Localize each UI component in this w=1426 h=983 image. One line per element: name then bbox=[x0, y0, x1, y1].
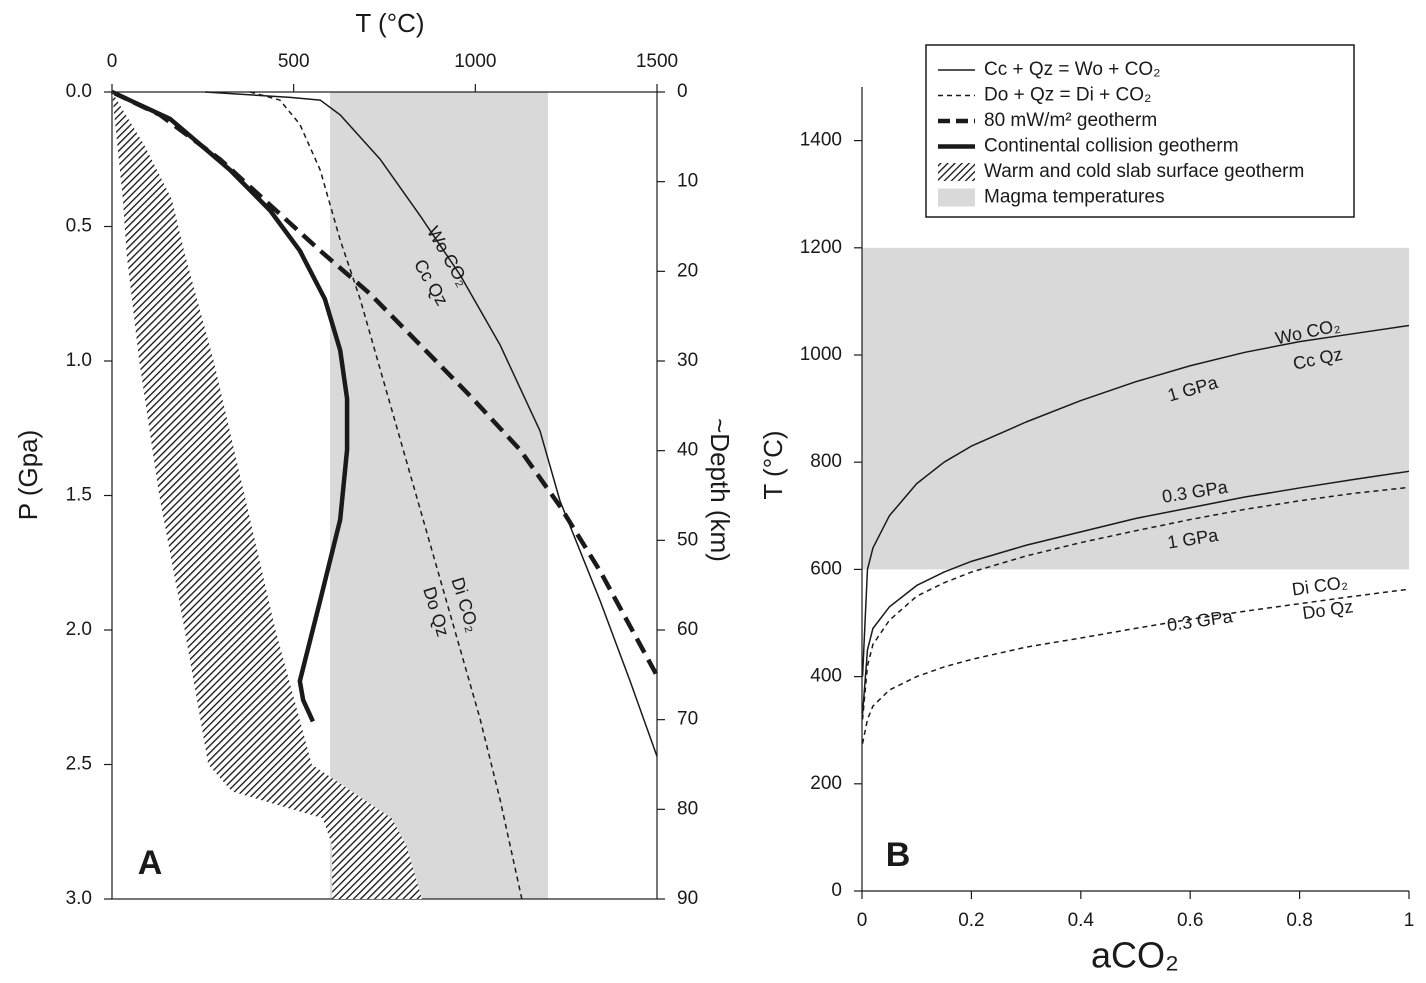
y-tick-label: 0 bbox=[831, 880, 842, 901]
slab-geotherm-band bbox=[112, 92, 422, 899]
y-tick-label: 1.5 bbox=[66, 485, 92, 506]
x-tick-label: 0 bbox=[107, 51, 118, 72]
y2-tick-label: 40 bbox=[677, 440, 698, 461]
y-tick-label: 600 bbox=[810, 558, 842, 579]
x-tick-label: 0.4 bbox=[1068, 910, 1095, 931]
series-line bbox=[204, 91, 658, 757]
y2-tick-label: 80 bbox=[677, 798, 698, 819]
panel-label: B bbox=[886, 836, 911, 874]
series-line bbox=[861, 486, 1410, 720]
legend-label: Cc + Qz = Wo + CO₂ bbox=[984, 59, 1161, 80]
y-tick-label: 800 bbox=[810, 451, 842, 472]
y2-tick-label: 0 bbox=[677, 81, 688, 102]
x-tick-label: 500 bbox=[278, 51, 310, 72]
y2-tick-label: 70 bbox=[677, 709, 698, 730]
series-line bbox=[861, 588, 1410, 744]
y2-tick-label: 10 bbox=[677, 171, 698, 192]
legend-swatch bbox=[938, 188, 975, 207]
y-tick-label: 2.0 bbox=[66, 619, 92, 640]
y-axis-title: P (Gpa) bbox=[13, 430, 43, 521]
y2-tick-label: 90 bbox=[677, 888, 698, 909]
series-line bbox=[861, 324, 1410, 677]
series-line bbox=[111, 89, 659, 677]
y-tick-label: 200 bbox=[810, 773, 842, 794]
y2-tick-label: 30 bbox=[677, 350, 698, 371]
bands bbox=[330, 92, 1409, 899]
legend-label: Do + Qz = Di + CO₂ bbox=[984, 85, 1151, 106]
y2-tick-label: 60 bbox=[677, 619, 698, 640]
series-line bbox=[861, 470, 1410, 715]
magma-band bbox=[862, 247, 1409, 570]
x-tick-label: 0.2 bbox=[958, 910, 984, 931]
x-axis-title: aCO₂ bbox=[1091, 935, 1179, 976]
legend-label: Continental collision geotherm bbox=[984, 136, 1239, 157]
y-tick-label: 1000 bbox=[800, 344, 842, 365]
y2-tick-label: 20 bbox=[677, 260, 698, 281]
legend-label: Magma temperatures bbox=[984, 187, 1165, 208]
y-tick-label: 2.5 bbox=[66, 754, 92, 775]
legend-label: 80 mW/m² geotherm bbox=[984, 110, 1157, 131]
x-axis-title: T (°C) bbox=[355, 8, 424, 38]
x-tick-label: 0.6 bbox=[1177, 910, 1203, 931]
y-tick-label: 0.5 bbox=[66, 216, 92, 237]
y-tick-label: 1.0 bbox=[66, 350, 92, 371]
series-line bbox=[111, 89, 350, 723]
panel-label: A bbox=[138, 844, 163, 882]
y-tick-label: 1400 bbox=[800, 130, 842, 151]
x-tick-label: 1 bbox=[1404, 910, 1415, 931]
x-tick-label: 1500 bbox=[636, 51, 678, 72]
legend-label: Warm and cold slab surface geotherm bbox=[984, 161, 1304, 182]
y-tick-label: 1200 bbox=[800, 237, 842, 258]
y-tick-label: 400 bbox=[810, 666, 842, 687]
y2-axis-title: ~Depth (km) bbox=[705, 418, 735, 562]
legend-box bbox=[925, 44, 1355, 218]
series-label: 0.3 GPa bbox=[1166, 606, 1235, 635]
curve-annotation: Di CO₂ bbox=[1291, 572, 1349, 600]
x-tick-label: 1000 bbox=[454, 51, 496, 72]
y-tick-label: 3.0 bbox=[66, 888, 92, 909]
magma-band bbox=[330, 92, 548, 899]
y-tick-label: 0.0 bbox=[66, 81, 92, 102]
y2-tick-label: 50 bbox=[677, 529, 698, 550]
x-tick-label: 0.8 bbox=[1286, 910, 1312, 931]
y-axis-title: T (°C) bbox=[758, 430, 788, 499]
legend-swatch bbox=[938, 163, 975, 181]
x-tick-label: 0 bbox=[857, 910, 868, 931]
curve-annotation: Do Qz bbox=[1301, 596, 1354, 623]
legend: Cc + Qz = Wo + CO₂ Do + Qz = Di + CO₂ 80 m… bbox=[938, 59, 1304, 208]
